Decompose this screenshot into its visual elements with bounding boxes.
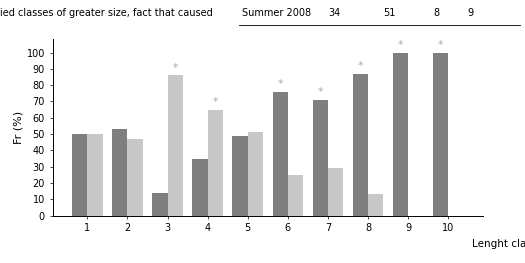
Text: *: * <box>438 40 444 50</box>
Bar <box>152 193 167 216</box>
Bar <box>233 136 248 216</box>
Bar <box>368 194 383 216</box>
Text: ied classes of greater size, fact that caused: ied classes of greater size, fact that c… <box>0 8 213 18</box>
Text: *: * <box>277 79 283 89</box>
Text: 8: 8 <box>433 8 439 18</box>
Bar <box>288 175 303 216</box>
Text: 9: 9 <box>467 8 474 18</box>
Bar <box>313 100 328 216</box>
Bar <box>167 75 183 216</box>
Text: *: * <box>172 63 178 73</box>
Bar <box>207 110 223 216</box>
Y-axis label: Fr (%): Fr (%) <box>14 111 24 144</box>
Text: Lenght classes: Lenght classes <box>472 239 525 249</box>
Text: *: * <box>318 87 323 97</box>
Text: *: * <box>358 61 363 71</box>
Text: 34: 34 <box>328 8 340 18</box>
Bar <box>433 53 448 216</box>
Bar <box>248 133 263 216</box>
Bar <box>87 134 102 216</box>
Bar <box>328 168 343 216</box>
Bar <box>272 92 288 216</box>
Text: *: * <box>213 97 218 107</box>
Legend: Females, Males: Females, Males <box>158 260 275 263</box>
Bar <box>112 129 128 216</box>
Bar <box>393 53 408 216</box>
Text: 51: 51 <box>383 8 396 18</box>
Bar <box>192 159 207 216</box>
Bar <box>72 134 87 216</box>
Bar <box>128 139 143 216</box>
Bar <box>353 74 368 216</box>
Text: Summer 2008: Summer 2008 <box>242 8 311 18</box>
Text: *: * <box>397 40 403 50</box>
